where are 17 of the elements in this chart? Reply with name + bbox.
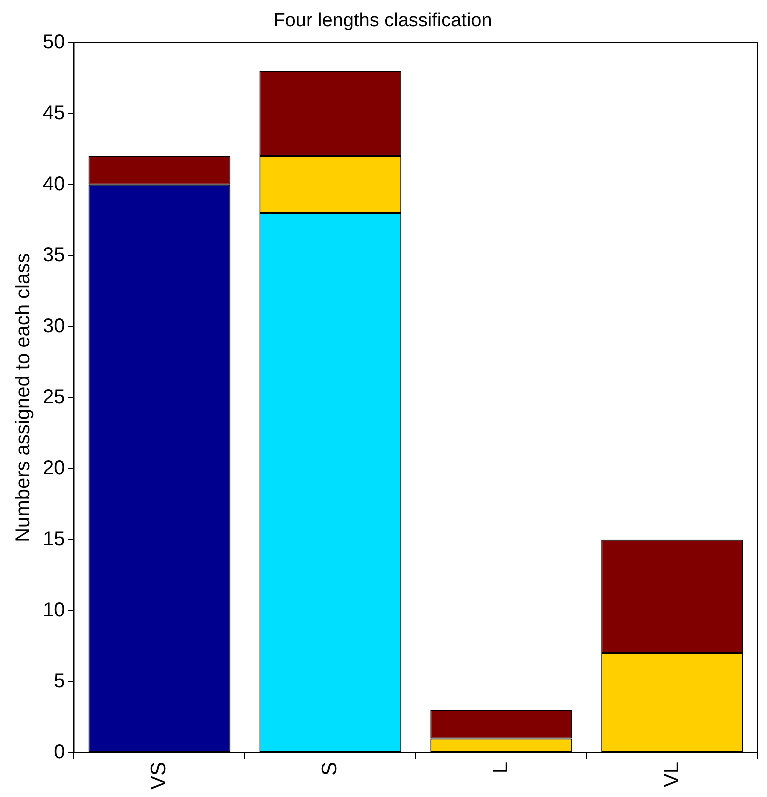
y-tick-label: 45 <box>42 102 66 124</box>
y-tick-label: 15 <box>42 528 66 550</box>
y-tick-label: 50 <box>42 31 66 54</box>
y-tick-label: 30 <box>42 315 66 338</box>
x-tick-label: L <box>489 762 512 774</box>
y-tick-label: 0 <box>54 742 66 764</box>
y-tick-label: 25 <box>42 386 66 408</box>
y-tick-label: 40 <box>42 173 66 196</box>
y-tick-label: 35 <box>42 244 66 266</box>
y-tick-label: 20 <box>42 457 66 480</box>
y-tick-label: 5 <box>54 670 66 692</box>
y-tick-label: 10 <box>42 599 66 622</box>
x-tick-label: S <box>318 762 342 776</box>
y-axis-title: Numbers assigned to each class <box>12 253 35 542</box>
x-tick-label: VL <box>660 762 684 788</box>
x-tick-label: VS <box>148 762 171 790</box>
chart-title: Four lengths classification <box>274 10 492 32</box>
